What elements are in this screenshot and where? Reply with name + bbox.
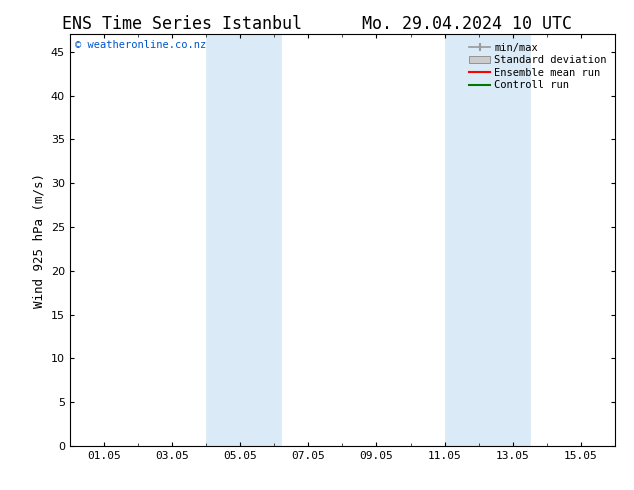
Y-axis label: Wind 925 hPa (m/s): Wind 925 hPa (m/s)	[32, 172, 45, 308]
Legend: min/max, Standard deviation, Ensemble mean run, Controll run: min/max, Standard deviation, Ensemble me…	[466, 40, 610, 94]
Text: © weatheronline.co.nz: © weatheronline.co.nz	[75, 41, 207, 50]
Bar	[206, 34, 281, 446]
Bar	[444, 34, 530, 446]
Text: ENS Time Series Istanbul      Mo. 29.04.2024 10 UTC: ENS Time Series Istanbul Mo. 29.04.2024 …	[62, 15, 572, 33]
